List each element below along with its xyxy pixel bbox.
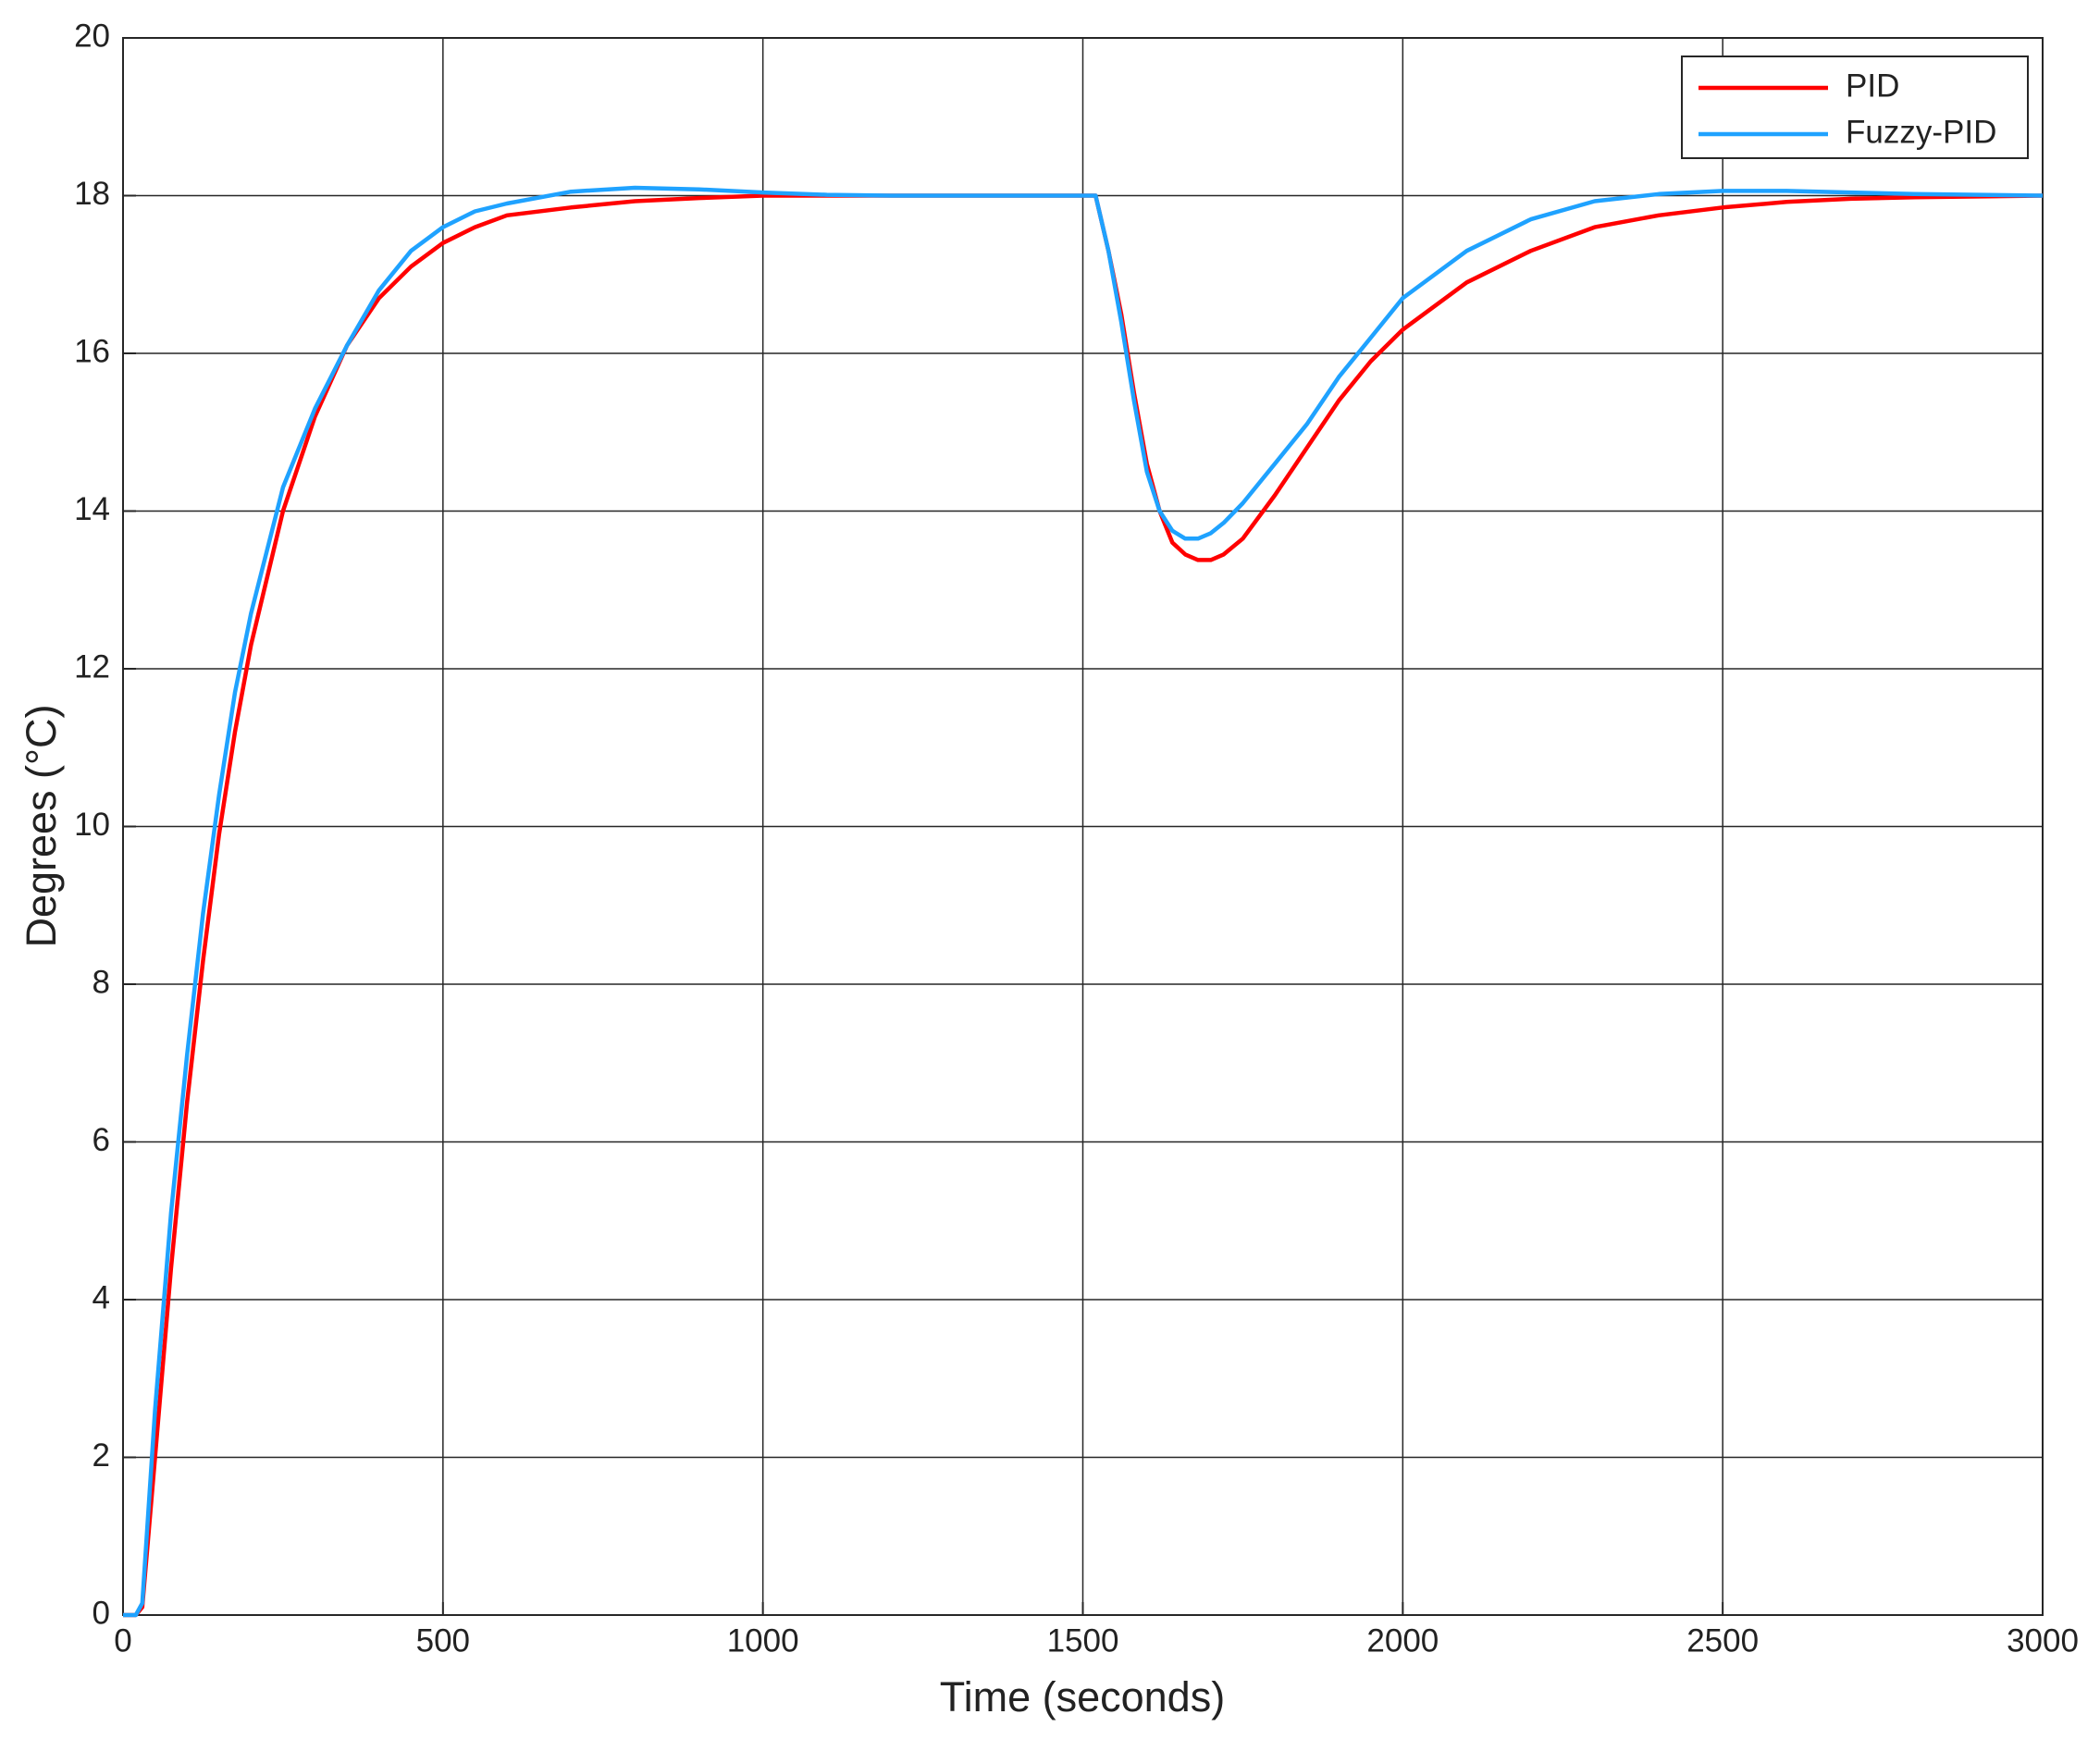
y-tick-label: 20 <box>74 18 110 54</box>
y-tick-label: 6 <box>93 1122 110 1158</box>
legend-label: Fuzzy-PID <box>1846 114 1996 150</box>
x-axis-label: Time (seconds) <box>940 1673 1225 1720</box>
y-tick-label: 0 <box>93 1595 110 1631</box>
x-tick-label: 2500 <box>1686 1622 1759 1659</box>
y-tick-label: 2 <box>93 1437 110 1474</box>
x-tick-label: 1000 <box>727 1622 799 1659</box>
y-tick-label: 4 <box>93 1279 110 1315</box>
legend-label: PID <box>1846 68 1899 104</box>
y-tick-label: 16 <box>74 333 110 369</box>
x-tick-label: 500 <box>416 1622 470 1659</box>
y-tick-label: 18 <box>74 176 110 212</box>
y-tick-label: 14 <box>74 491 110 527</box>
y-tick-label: 8 <box>93 964 110 1000</box>
y-tick-label: 10 <box>74 807 110 843</box>
plot-frame <box>122 37 2044 1616</box>
x-tick-label: 1500 <box>1047 1622 1119 1659</box>
x-tick-label: 2000 <box>1366 1622 1439 1659</box>
x-tick-label: 0 <box>114 1622 131 1659</box>
legend-box <box>1681 56 2029 159</box>
y-tick-label: 12 <box>74 648 110 684</box>
y-axis-label: Degrees (°C) <box>18 704 65 947</box>
series-line <box>123 185 2044 1618</box>
x-tick-label: 3000 <box>2007 1622 2079 1659</box>
